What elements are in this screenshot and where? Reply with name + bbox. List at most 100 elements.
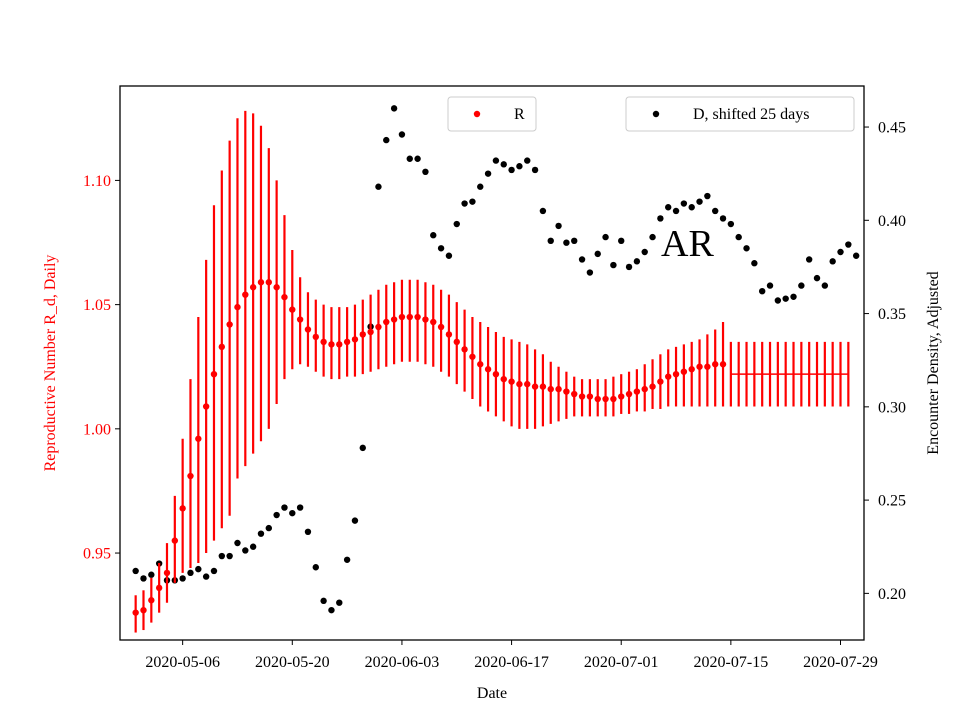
legend-d-label: D, shifted 25 days [693,106,809,123]
d-point [202,573,210,580]
r-point [375,323,382,331]
r-point [625,390,633,398]
d-point [414,155,421,162]
r-point [477,361,484,368]
r-point [633,388,641,395]
d-point [477,183,484,190]
d-point [430,232,437,239]
r-point [586,393,594,400]
r-point [680,368,688,375]
r-point [398,313,406,321]
d-point [179,575,186,582]
d-point [625,263,633,271]
x-tick-label: 2020-07-01 [584,654,659,671]
d-point [257,530,265,537]
legend-d-box [625,96,855,132]
r-point [430,318,437,326]
d-point [312,564,319,571]
r-point [422,316,429,323]
x-tick-label: 2020-06-03 [365,654,440,671]
d-point [555,222,562,230]
r-point [148,597,155,604]
d-point [492,157,500,164]
r-point [171,537,179,544]
d-point [343,556,351,563]
r-point [618,393,625,400]
d-point [531,166,539,174]
d-point [696,198,703,205]
y-left-tick-label: 0.95 [83,546,111,563]
x-tick-label: 2020-05-20 [255,654,330,671]
legend-r-marker [473,110,481,118]
d-point [813,274,821,282]
x-tick-label: 2020-06-17 [474,654,549,671]
r-point [594,395,601,403]
y-right-tick-label: 0.40 [878,213,906,230]
ticks-layer: 2020-05-06 2020-05-20 2020-06-03 2020-06-17… [83,120,906,671]
x-axis-title: Date [477,685,507,702]
axes-frame [119,85,865,641]
r-point [218,343,226,351]
r-point [571,390,578,398]
r-point [539,383,547,390]
r-point [367,328,374,336]
r-point [265,279,272,286]
r-point [484,366,492,373]
d-point [461,200,468,207]
r-point [453,338,460,346]
d-point [242,547,249,554]
r-point [234,303,241,311]
d-point [453,220,460,228]
d-point [234,539,241,547]
d-point [508,166,515,174]
d-point [790,293,797,300]
x-tick-label: 2020-07-29 [803,654,878,671]
y-right-tick-label: 0.35 [878,306,906,323]
d-point [821,282,829,289]
r-point [312,333,319,341]
d-point [148,571,155,578]
r-point [249,284,257,291]
r-point [672,370,680,378]
y-right-tick-label: 0.30 [878,399,906,416]
d-point [539,207,547,215]
d-point [798,282,805,289]
d-point [563,239,570,246]
r-point [719,361,727,368]
r-point [516,380,523,388]
r-point [289,306,296,313]
y-right-tick-label: 0.20 [878,586,906,603]
d-point [712,207,719,215]
right-axis-title: Encounter Density, Adjusted [925,271,942,454]
r-point [665,373,672,380]
r-point [383,318,390,326]
r-point [437,323,445,331]
r-point [390,316,398,323]
d-point [328,606,335,614]
left-axis-title: Reproductive Number R_d, Daily [42,255,59,472]
r-point [712,361,719,368]
d-point [618,237,625,245]
r-point [336,341,343,348]
r-point [343,338,351,346]
d-point [657,215,664,222]
d-point [187,569,194,577]
d-point [249,543,257,550]
legend-d-marker [652,110,660,118]
d-point [837,248,844,256]
series-r [132,279,727,616]
d-point [445,252,453,259]
d-point [398,131,406,138]
plot-layer [132,105,860,633]
r-point [649,383,656,390]
r-point [179,505,186,512]
d-point [210,567,218,575]
r-point [492,370,500,378]
r-point [414,313,421,321]
d-point [571,237,578,245]
r-point [132,609,139,616]
d-point [766,282,774,289]
x-tick-label: 2020-07-15 [694,654,769,671]
r-point [155,584,163,592]
